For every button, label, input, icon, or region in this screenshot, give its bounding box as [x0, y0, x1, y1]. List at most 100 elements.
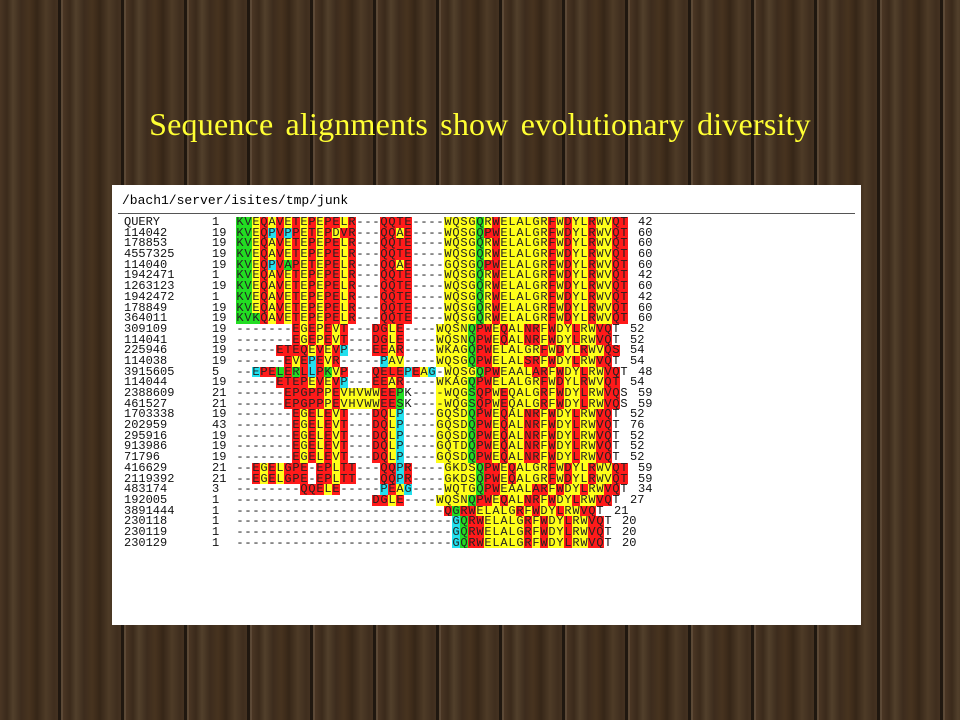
residue: W: [492, 302, 500, 314]
residue: W: [588, 452, 596, 463]
residue: -: [412, 452, 420, 463]
residue: -: [364, 441, 372, 453]
residue: E: [412, 366, 420, 378]
residue: V: [604, 249, 612, 260]
alignment-row: 3915605 5- - E P E L E R L L P K V P - - - Q E L E P E A G - W Q S G Q P…: [124, 366, 668, 378]
residue: -: [356, 430, 364, 442]
residue: E: [388, 398, 396, 410]
residue: E: [252, 281, 260, 292]
sequence-start: 19: [212, 428, 227, 443]
residue: V: [604, 473, 612, 485]
residue: T: [604, 537, 612, 549]
residue: G: [516, 537, 524, 549]
residue: V: [276, 302, 284, 314]
residue: Q: [260, 238, 268, 250]
residue: T: [292, 291, 300, 303]
residue: R: [588, 366, 596, 378]
residue: R: [580, 355, 588, 367]
residue: L: [388, 366, 396, 378]
residue: D: [372, 334, 380, 346]
residue: R: [588, 473, 596, 485]
sequence-id: 461527: [124, 396, 168, 411]
residue: A: [508, 323, 516, 335]
residue: E: [500, 462, 508, 474]
residue: Q: [380, 227, 388, 239]
residue: D: [556, 430, 564, 442]
residue: A: [516, 302, 524, 314]
residue: -: [436, 505, 444, 517]
residue: T: [340, 323, 348, 335]
residue: -: [428, 516, 436, 527]
alignment-row: 364011 19 K V K Q A V E T E P E P E L R - - - Q Q T E - - - - W Q S G Q R…: [124, 312, 668, 324]
residue: R: [484, 281, 492, 292]
sequence-end: 52: [630, 332, 645, 347]
residue: L: [388, 494, 396, 506]
residue: A: [396, 259, 404, 271]
residue: P: [324, 227, 332, 239]
residue: Q: [452, 281, 460, 292]
residue: L: [524, 227, 532, 239]
residue: R: [332, 355, 340, 367]
residue: A: [516, 281, 524, 292]
residue: A: [284, 259, 292, 271]
residue: R: [588, 291, 596, 303]
residue: D: [564, 398, 572, 410]
residue: W: [444, 313, 452, 324]
residue: E: [380, 345, 388, 356]
residue: F: [532, 516, 540, 527]
residue: -: [348, 537, 356, 549]
residue: R: [532, 409, 540, 421]
residue: D: [564, 366, 572, 378]
residue: -: [292, 537, 300, 549]
residue: V: [396, 355, 404, 367]
residue: L: [340, 249, 348, 260]
sequence-id: 416629: [124, 460, 168, 475]
residue: P: [396, 473, 404, 485]
residue: G: [532, 473, 540, 485]
residue: -: [428, 281, 436, 292]
residue: E: [308, 452, 316, 463]
residue: P: [476, 420, 484, 431]
residue: D: [548, 537, 556, 549]
alignment-row: 1263123 19 K V E Q A V E T E P E P E L R - - - Q Q T E - - - - W Q S G Q…: [124, 280, 668, 292]
residue: S: [460, 259, 468, 271]
residue: K: [444, 377, 452, 388]
residue: D: [460, 420, 468, 431]
residue: -: [412, 281, 420, 292]
residue: E: [252, 291, 260, 303]
residue: -: [308, 473, 316, 485]
residue: R: [588, 259, 596, 271]
residue: -: [364, 494, 372, 506]
residue: L: [572, 345, 580, 356]
residue: T: [620, 313, 628, 324]
residue: D: [556, 377, 564, 388]
residue: Q: [508, 398, 516, 410]
residue: -: [356, 473, 364, 485]
residue: R: [588, 462, 596, 474]
residue: -: [428, 227, 436, 239]
residue: L: [340, 313, 348, 324]
residue: L: [276, 462, 284, 474]
residue: E: [284, 238, 292, 250]
residue: Y: [564, 420, 572, 431]
residue: E: [316, 227, 324, 239]
residue: A: [508, 409, 516, 421]
residue: L: [340, 238, 348, 250]
residue: W: [588, 334, 596, 346]
sequence-end: 60: [638, 257, 653, 272]
residue: P: [268, 259, 276, 271]
residue: E: [372, 377, 380, 388]
residue: -: [332, 516, 340, 527]
sequence-id: 202959: [124, 418, 168, 433]
residue: D: [556, 323, 564, 335]
residue: Q: [380, 302, 388, 314]
residue: E: [292, 452, 300, 463]
residue: G: [532, 227, 540, 239]
residue: -: [260, 420, 268, 431]
residue: -: [356, 537, 364, 549]
residue: Q: [612, 313, 620, 324]
residue: Q: [476, 291, 484, 303]
residue: -: [236, 494, 244, 506]
residue: T: [620, 462, 628, 474]
